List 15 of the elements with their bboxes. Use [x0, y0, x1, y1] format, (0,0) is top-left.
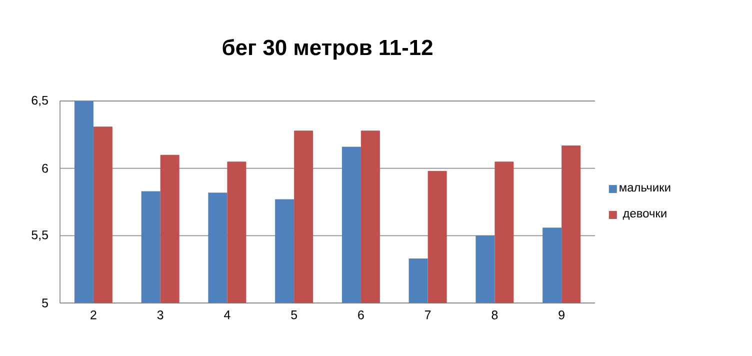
legend-label: девочки — [622, 210, 666, 220]
x-tick-label: 9 — [558, 310, 564, 320]
legend-label: мальчики — [620, 185, 670, 192]
x-tick-label: 2 — [90, 310, 96, 320]
y-tick-label: 6 — [42, 164, 48, 173]
x-tick-label: 3 — [157, 310, 164, 320]
x-tick-label: 7 — [424, 310, 431, 320]
y-tick-label: 5,5 — [32, 230, 48, 241]
x-tick-label: 4 — [224, 310, 230, 320]
chart-title: бег 30 метров 11-12 — [222, 38, 432, 60]
x-tick-label: 6 — [358, 310, 364, 320]
y-tick-label: 5 — [42, 298, 48, 308]
x-tick-label: 8 — [492, 310, 498, 320]
y-tick-label: 6,5 — [32, 96, 48, 106]
x-tick-label: 5 — [291, 310, 298, 320]
